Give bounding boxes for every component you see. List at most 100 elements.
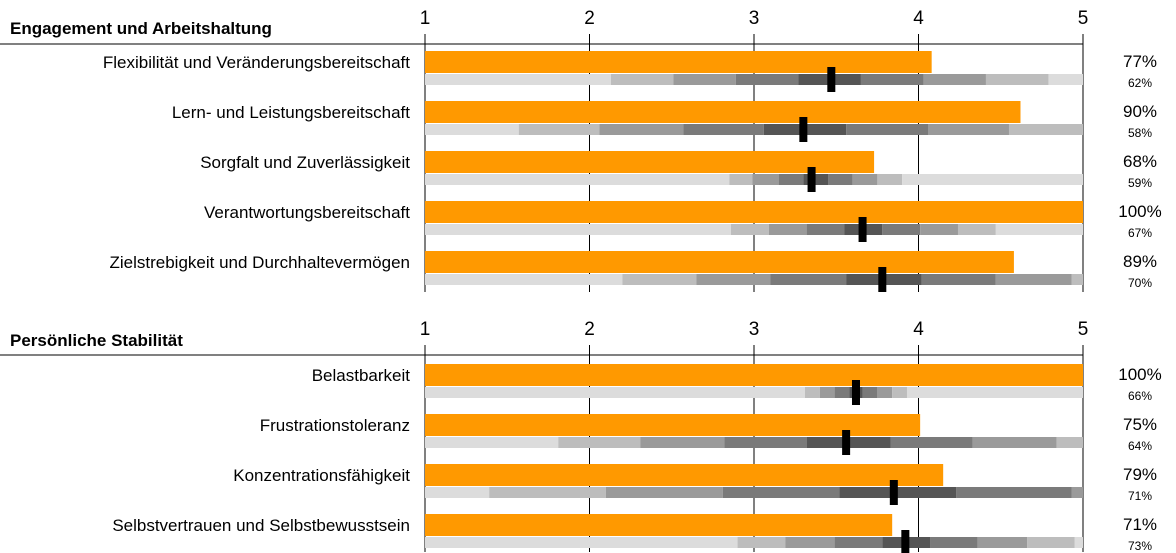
percent-secondary-label: 67% [1128,226,1152,240]
distribution-band [1056,437,1083,448]
percent-secondary-label: 58% [1128,126,1152,140]
x-tick-label: 3 [749,319,760,340]
row-label: Konzentrationsfähigkeit [233,466,410,485]
distribution-band [1071,487,1083,498]
comparison-marker [851,380,860,405]
value-bar [425,201,1083,223]
distribution-band [425,74,611,85]
x-tick-label: 5 [1078,319,1089,340]
distribution-band [425,174,730,185]
row-label: Zielstrebigkeit und Durchhaltevermögen [110,253,411,272]
distribution-band [605,487,723,498]
distribution-band [819,387,835,398]
row-label: Sorgfalt und Zuverlässigkeit [200,153,410,172]
distribution-band [778,174,804,185]
value-bar [425,151,875,173]
row-label: Selbstvertrauen und Selbstbewusstsein [112,516,410,535]
distribution-band [995,224,1083,235]
distribution-band [599,124,684,135]
x-tick-label: 1 [420,8,431,29]
percent-label: 89% [1123,252,1157,271]
comparison-marker [827,67,836,92]
distribution-band [839,487,957,498]
x-tick-label: 5 [1078,8,1089,29]
percent-label: 71% [1123,515,1157,534]
value-bar [425,251,1014,273]
distribution-band [770,274,847,285]
distribution-band [882,224,921,235]
distribution-band [846,124,929,135]
distribution-band [920,224,958,235]
value-bar [425,364,1083,386]
value-bar [425,414,921,436]
percent-label: 77% [1123,52,1157,71]
percent-secondary-label: 73% [1128,539,1152,553]
distribution-band [673,74,736,85]
comparison-marker [858,217,867,242]
distribution-band [828,174,853,185]
distribution-band [724,437,807,448]
comparison-marker [799,117,808,142]
distribution-band [696,274,771,285]
comparison-marker [807,167,816,192]
percent-secondary-label: 59% [1128,176,1152,190]
distribution-band [425,437,559,448]
distribution-band [985,74,1049,85]
distribution-band [489,487,606,498]
distribution-band [862,387,878,398]
x-tick-label: 4 [913,8,924,29]
percent-secondary-label: 64% [1128,439,1152,453]
distribution-band [425,487,490,498]
percent-secondary-label: 70% [1128,276,1152,290]
percent-label: 100% [1118,365,1161,384]
distribution-band [425,224,731,235]
distribution-band [610,74,674,85]
distribution-band [834,537,883,548]
distribution-band [722,487,840,498]
distribution-band [852,174,878,185]
percent-label: 100% [1118,202,1161,221]
distribution-band [1074,537,1083,548]
distribution-band [977,537,1028,548]
distribution-band [906,387,1083,398]
x-tick-label: 1 [420,319,431,340]
distribution-band [957,224,996,235]
distribution-band [1048,74,1083,85]
row-label: Flexibilität und Veränderungsbereitschaf… [103,53,410,72]
distribution-band [972,437,1057,448]
distribution-band [921,274,996,285]
distribution-band [622,274,697,285]
percent-label: 68% [1123,152,1157,171]
row-label: Frustrationstoleranz [260,416,410,435]
percent-secondary-label: 66% [1128,389,1152,403]
percent-secondary-label: 71% [1128,489,1152,503]
distribution-band [752,174,779,185]
distribution-band [768,224,807,235]
section-title: Persönliche Stabilität [10,331,183,350]
distribution-band [1027,537,1075,548]
distribution-band [425,387,805,398]
distribution-band [834,387,850,398]
value-bar [425,51,932,73]
section-title: Engagement und Arbeitshaltung [10,19,272,38]
distribution-band [804,387,820,398]
distribution-band [877,174,903,185]
distribution-band [425,274,623,285]
distribution-band [803,174,829,185]
percent-label: 90% [1123,102,1157,121]
distribution-band [1071,274,1083,285]
distribution-band [735,74,799,85]
percent-label: 79% [1123,465,1157,484]
distribution-band [928,124,1009,135]
comparison-marker [901,530,910,553]
distribution-band [518,124,600,135]
distribution-band [425,124,519,135]
value-bar [425,101,1021,123]
row-label: Verantwortungsbereitschaft [204,203,410,222]
distribution-band [1008,124,1083,135]
distribution-band [558,437,641,448]
distribution-band [956,487,1072,498]
distribution-band [890,437,973,448]
value-bar [425,464,944,486]
